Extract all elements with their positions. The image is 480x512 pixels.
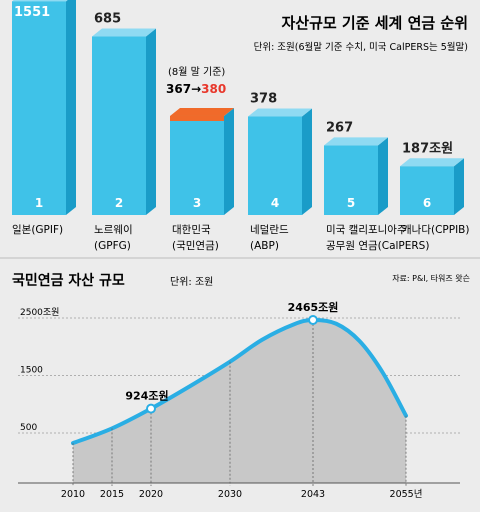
bar-category-label: 미국 캘리포니아주 (326, 224, 407, 236)
bar-value-label: 685 (94, 12, 121, 27)
x-tick-label: 2010 (61, 489, 85, 500)
annotation-marker (146, 403, 156, 414)
x-tick-label: 2015 (100, 489, 124, 500)
y-tick-label: 1500 (20, 366, 43, 376)
bar-rank: 3 (193, 196, 201, 210)
asset-chart-unit: 단위: 조원 (170, 275, 213, 288)
bar: 2 685 (92, 12, 156, 215)
asset-annotations: 924조원 2465조원 (125, 300, 339, 414)
bar: 1 1551 (12, 0, 76, 216)
nps-asset-chart: 국민연금 자산 규모 단위: 조원 자료: P&I, 타워즈 왓슨 500 150… (12, 272, 470, 500)
bar-value-label: 267 (326, 120, 353, 135)
asset-x-axis: 2010 2015 2020 2030 2043 2055년 (18, 320, 460, 500)
annotation-label: 2465조원 (288, 300, 339, 314)
bar-top (400, 158, 464, 167)
ranking-chart-title: 자산규모 기준 세계 연금 순위 (282, 14, 469, 32)
bar: 6 187조원 (400, 141, 464, 215)
bar-category-label-2: 공무원 연금(CalPERS) (326, 240, 429, 252)
bar-side (66, 0, 76, 215)
y-tick-label: 500 (20, 423, 37, 433)
bar-front (92, 36, 146, 215)
bar-side (302, 108, 312, 215)
annotation-marker (308, 315, 318, 326)
bar-front (248, 116, 302, 215)
bar-side (146, 28, 156, 215)
bar-side (224, 107, 234, 215)
bar-category-label: 노르웨이 (94, 224, 133, 236)
bar-top (324, 137, 388, 146)
asset-chart-source: 자료: P&I, 타워즈 왓슨 (392, 274, 470, 283)
bar-category-label: 대한민국 (172, 224, 211, 236)
bar-rank: 5 (347, 196, 355, 210)
bar-value-label: 187조원 (402, 141, 453, 156)
bar-top (170, 107, 234, 116)
korea-value-from: 367→380 (166, 82, 226, 96)
bar-front (12, 1, 66, 216)
bar-rank: 4 (271, 196, 279, 210)
bar-side (378, 137, 388, 215)
bar-front (324, 145, 378, 215)
bar: 4 378 (248, 92, 312, 215)
bar-category-label: 일본(GPIF) (12, 223, 63, 236)
bar: 3 (170, 107, 234, 215)
annotation-label: 924조원 (125, 389, 168, 403)
bar: 5 267 (324, 120, 388, 215)
bar-side (454, 158, 464, 215)
bar-front (170, 115, 224, 215)
asset-area (73, 319, 406, 483)
bar-rank: 6 (423, 196, 431, 210)
bar-rank: 1 (35, 196, 43, 210)
ranking-bars: 1 1551 2 685 3 4 378 5 267 6 187조원 (12, 0, 464, 216)
ranking-category-labels: 일본(GPIF) 노르웨이 (GPFG) 대한민국 (국민연금) 네덜란드 (ABP) 미국 … (12, 223, 469, 252)
x-tick-label: 2043 (301, 489, 325, 500)
bar-value-label: 378 (250, 92, 277, 107)
bar-top (12, 0, 68, 2)
ranking-chart-subtitle: 단위: 조원(6월말 기준 수치, 미국 CalPERS는 5월말) (254, 41, 468, 53)
pension-ranking-chart: 자산규모 기준 세계 연금 순위 단위: 조원(6월말 기준 수치, 미국 Ca… (12, 0, 469, 252)
bar-category-label: 네덜란드 (250, 224, 289, 236)
bar-rank: 2 (115, 196, 123, 210)
bar-category-label-2: (ABP) (250, 240, 279, 252)
x-tick-label: 2020 (139, 489, 163, 500)
korea-arrow: → (191, 82, 201, 96)
bar-category-label-2: (GPFG) (94, 240, 131, 252)
bar-top (92, 28, 156, 37)
asset-chart-title: 국민연금 자산 규모 (12, 272, 125, 289)
y-tick-label: 2500조원 (20, 307, 59, 318)
korea-note-label: (8월 말 기준) (168, 66, 225, 78)
bar-top (248, 108, 312, 117)
korea-value-old: 367 (166, 82, 191, 96)
bar-korea-increase (170, 115, 224, 121)
bar-front (400, 166, 454, 215)
bar-value-label: 1551 (14, 5, 50, 20)
bar-category-label: 캐나다(CPPIB) (402, 224, 469, 236)
x-tick-label: 2055년 (390, 489, 423, 500)
bar-category-label-2: (국민연금) (172, 240, 219, 252)
x-tick-label: 2030 (218, 489, 242, 500)
korea-value-new: 380 (201, 82, 226, 96)
